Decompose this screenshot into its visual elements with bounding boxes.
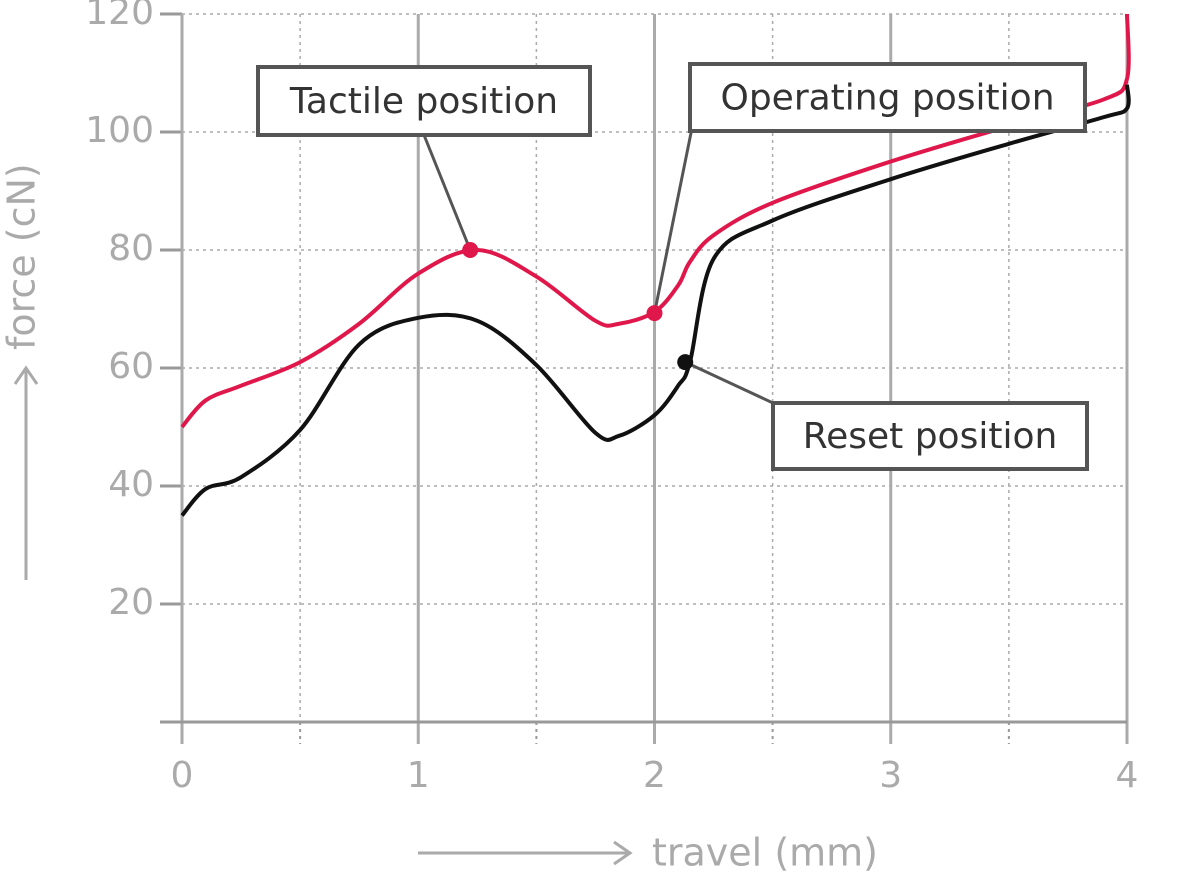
x-tick-label: 1 — [407, 755, 430, 796]
y-tick-label: 100 — [85, 110, 154, 151]
x-arrow-head — [613, 840, 633, 866]
x-tick-label: 4 — [1116, 755, 1139, 796]
leader-line — [684, 360, 774, 405]
annotation-text: Operating position — [720, 78, 1054, 119]
axis-labels: travel (mm) force (cN) — [0, 163, 878, 874]
position-marker — [677, 354, 694, 371]
leader-line — [653, 127, 694, 314]
y-axis-label: force (cN) — [0, 163, 44, 350]
y-tick-label: 120 — [85, 0, 154, 33]
x-axis-label: travel (mm) — [652, 831, 878, 874]
position-marker — [462, 242, 479, 258]
y-tick-label: 20 — [108, 582, 154, 623]
leader-line — [422, 134, 472, 251]
annotation-text: Tactile position — [289, 81, 558, 122]
y-tick-label: 60 — [108, 346, 154, 387]
y-tick-label: 40 — [108, 464, 154, 505]
x-tick-label: 0 — [171, 755, 194, 796]
y-tick-label: 80 — [108, 228, 154, 269]
force-curve — [180, 84, 1131, 517]
x-tick-label: 2 — [643, 755, 666, 796]
annotation-box — [771, 401, 1089, 471]
x-tick-label: 3 — [879, 755, 902, 796]
annotation-box — [256, 65, 592, 137]
annotation-box — [688, 62, 1087, 133]
annotation-text: Reset position — [803, 416, 1058, 457]
y-arrow-head — [13, 365, 39, 385]
position-marker — [646, 305, 663, 322]
